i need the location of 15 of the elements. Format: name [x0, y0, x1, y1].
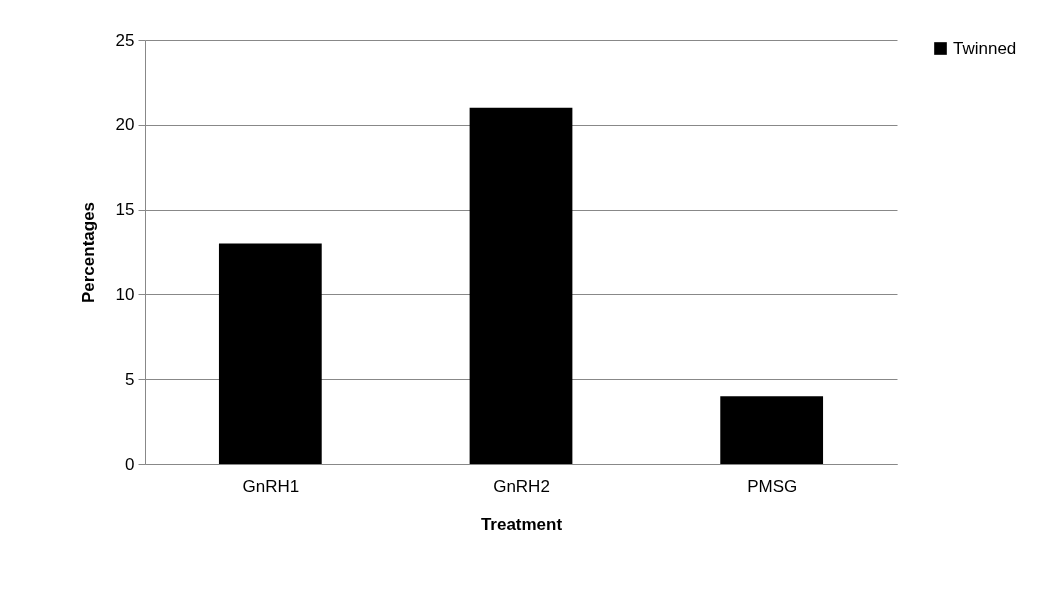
bar — [218, 243, 322, 464]
y-axis-title: Percentages — [78, 201, 98, 304]
y-tick-label: 20 — [115, 115, 135, 135]
x-tick-label: PMSG — [747, 476, 798, 496]
y-tick-label: 15 — [115, 200, 135, 220]
y-tick-label: 5 — [125, 369, 135, 389]
y-tick-label: 25 — [115, 30, 135, 50]
x-tick-label: GnRH2 — [493, 476, 550, 496]
y-tick-label: 10 — [115, 284, 135, 304]
bar — [720, 396, 824, 464]
x-tick-label: GnRH1 — [242, 476, 300, 496]
y-tick-label: 0 — [125, 454, 135, 474]
legend-label: Twinned — [953, 38, 1017, 58]
x-axis-title: Treatment — [480, 514, 563, 534]
bar — [469, 107, 573, 464]
